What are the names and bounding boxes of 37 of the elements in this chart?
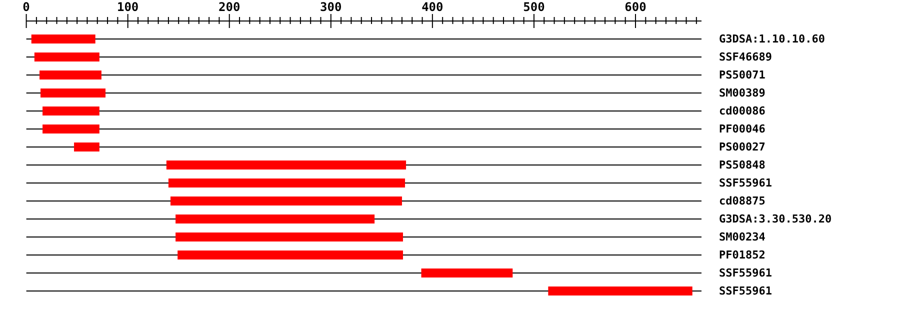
bar [42,106,100,116]
bar [548,286,692,296]
y-tick-label: PS50071 [719,68,766,82]
y-tick-label: SSF55961 [719,266,772,280]
x-tick-label: 0 [22,0,30,14]
bar [170,196,402,206]
y-tick-label: PS50848 [719,158,766,172]
bar [34,52,100,62]
x-tick-label: 500 [523,0,545,14]
y-tick-label: cd00086 [719,104,766,118]
y-tick-label: SSF46689 [719,50,772,64]
x-tick-label: 200 [218,0,240,14]
bar [74,142,100,152]
bar [421,268,513,278]
y-tick-label: SM00389 [719,86,766,100]
bar [42,124,100,134]
y-tick-label: SM00234 [719,230,766,244]
x-tick-label: 600 [624,0,646,14]
bar [178,250,403,260]
y-tick-label: G3DSA:1.10.10.60 [719,32,825,46]
bar [40,70,102,80]
bar [168,178,406,188]
y-tick-label: PF00046 [719,122,766,136]
bar [176,232,403,242]
bar [176,214,375,224]
y-tick-label: cd08875 [719,194,766,208]
x-tick-label: 100 [116,0,139,14]
y-tick-label: PS00027 [719,140,766,154]
y-tick-label: SSF55961 [719,284,772,298]
x-tick-label: 400 [422,0,444,14]
y-tick-label: PF01852 [719,248,766,262]
bar [40,88,106,98]
x-tick-label: 300 [320,0,342,14]
y-tick-label: SSF55961 [719,176,772,190]
bar [166,160,406,170]
y-tick-label: G3DSA:3.30.530.20 [719,212,832,226]
bar [31,34,96,44]
